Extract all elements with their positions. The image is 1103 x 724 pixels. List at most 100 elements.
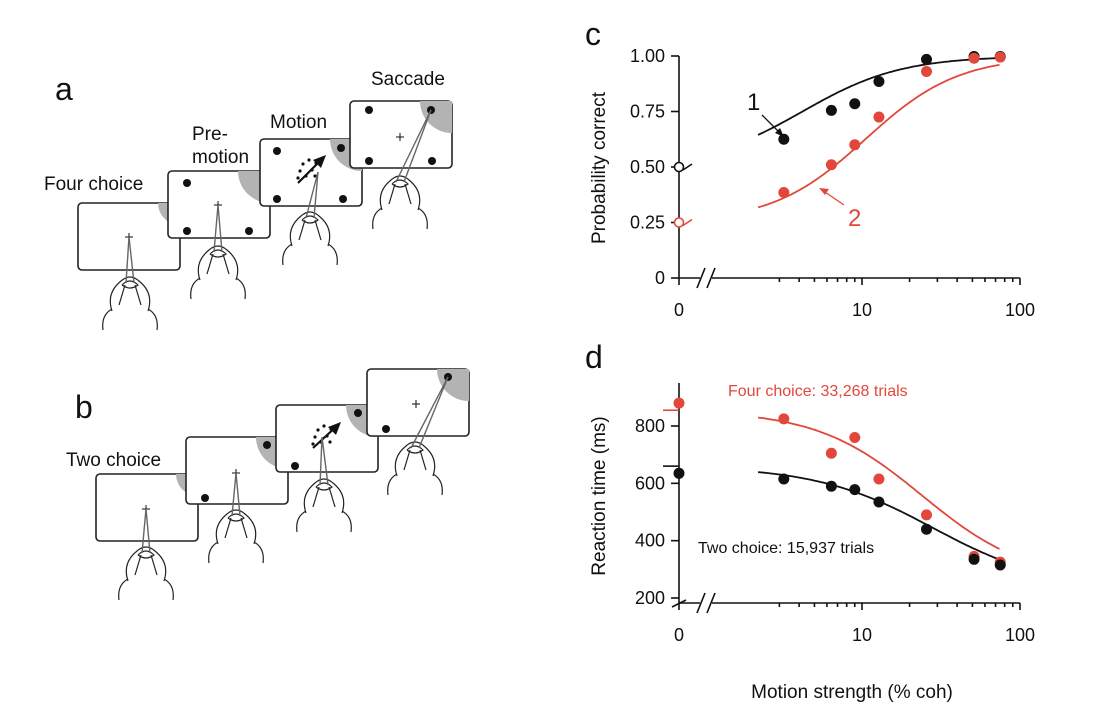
c-y-tick-label: 0: [655, 268, 665, 288]
d-point: [778, 473, 790, 485]
c-axis-break: [696, 267, 706, 289]
c-point: [968, 52, 980, 64]
d-x-tick-label: 0: [674, 625, 684, 645]
gaze-line: [125, 236, 130, 284]
d-point: [825, 447, 837, 459]
c-point: [778, 133, 790, 145]
panel-letter-a: a: [55, 71, 73, 107]
d-point: [849, 484, 861, 496]
d-ylabel: Reaction time (ms): [589, 416, 610, 575]
c-x-tick-label: 100: [1005, 300, 1035, 320]
d-legend-two-choice: Two choice: 15,937 trials: [698, 540, 874, 557]
panel-letter-c: c: [585, 16, 601, 52]
d-axis-break: [706, 592, 716, 614]
c-y-tick-label: 0.75: [630, 102, 665, 122]
c-point: [921, 53, 933, 65]
gaze-line: [410, 376, 449, 449]
observer-head-a4: [372, 109, 432, 230]
c-point: [673, 217, 685, 228]
panel-letter-d: d: [585, 339, 603, 375]
label-motion: Motion: [270, 112, 327, 133]
c-x-tick-label: 10: [852, 300, 872, 320]
screen-frame-b3: [275, 404, 379, 473]
d-legend-four-choice: Four choice: 33,268 trials: [728, 383, 908, 400]
screen-frame-a3: [259, 138, 363, 207]
gaze-line: [217, 204, 223, 253]
observer-head-b1: [118, 508, 174, 601]
d-point: [873, 496, 885, 508]
c-tick-labels: 0 0.25 0.50 0.75 1.00 0 10 100: [630, 46, 1035, 320]
label-two-choice: Two choice: [66, 450, 161, 471]
c-point: [921, 66, 933, 78]
c-ylabel: Probability correct: [589, 91, 610, 244]
c-point: [849, 139, 861, 151]
c-axes: [671, 55, 1021, 289]
gaze-line: [305, 171, 319, 219]
panel-d: d Reaction time (ms) Motion strength (% …: [585, 339, 1035, 703]
c-y-tick-label: 1.00: [630, 46, 665, 66]
observer-head-a1: [102, 236, 158, 331]
d-point: [673, 467, 685, 479]
c-x-tick-label: 0: [674, 300, 684, 320]
c-point: [873, 111, 885, 123]
gaze-line: [235, 472, 241, 517]
gaze-line: [231, 472, 237, 517]
d-point: [921, 523, 933, 535]
screen-frame-a4: [349, 100, 453, 169]
d-point: [921, 509, 933, 521]
d-point: [968, 553, 980, 565]
screen-frame-a2: [167, 170, 271, 239]
label-motion-lower: motion: [192, 147, 249, 168]
d-tick-labels: 200 400 600 800 0 10 100: [635, 416, 1035, 645]
screen-frame-b2: [185, 436, 289, 505]
gaze-line: [418, 376, 449, 449]
c-chance-mark-2: [682, 218, 693, 227]
c-point: [849, 98, 861, 110]
d-x-tick-label: 100: [1005, 625, 1035, 645]
label-four-choice: Four choice: [44, 174, 143, 195]
gaze-line: [128, 236, 135, 284]
c-data-points: [673, 50, 1006, 228]
d-axes: [671, 383, 1021, 614]
c-point: [825, 159, 837, 171]
gaze-line: [395, 109, 432, 183]
d-point: [673, 397, 685, 409]
label-saccade: Saccade: [371, 69, 445, 90]
gaze-line: [213, 204, 219, 253]
c-series-label-1: 1: [747, 89, 760, 116]
panel-b: b Two choice: [66, 368, 470, 601]
gaze-line: [141, 508, 147, 554]
gaze-line: [319, 436, 323, 486]
c-point: [778, 187, 790, 199]
c-y-tick-label: 0.25: [630, 213, 665, 233]
d-y-tick-label: 400: [635, 531, 665, 551]
observer-head-a2: [190, 204, 246, 300]
d-axis-break: [696, 592, 706, 614]
c-fit-curve-2: [757, 63, 1000, 209]
observer-head-a3: [282, 171, 338, 266]
d-point: [873, 473, 885, 485]
d-y-tick-label: 200: [635, 588, 665, 608]
observer-heads-b: [118, 376, 449, 601]
c-point: [673, 161, 685, 173]
d-point: [825, 480, 837, 492]
screen-frame-b1: [95, 473, 199, 542]
screen-frame-a1: [77, 202, 181, 271]
d-data-points: [673, 397, 1006, 571]
d-y-tick-label: 600: [635, 473, 665, 493]
d-fit-curve: [757, 416, 1000, 550]
c-fit-curve-1: [757, 57, 1000, 136]
d-point: [778, 413, 790, 425]
c-series-label-2: 2: [848, 205, 861, 232]
screen-frame-b4: [366, 368, 470, 437]
c-fit-curves: [682, 57, 1000, 227]
observer-head-b2: [208, 472, 264, 564]
c-point: [873, 76, 885, 88]
d-point: [849, 431, 861, 443]
c-point: [994, 51, 1006, 63]
panel-letter-b: b: [75, 389, 93, 425]
d-xlabel: Motion strength (% coh): [751, 682, 953, 703]
d-point: [994, 559, 1006, 571]
